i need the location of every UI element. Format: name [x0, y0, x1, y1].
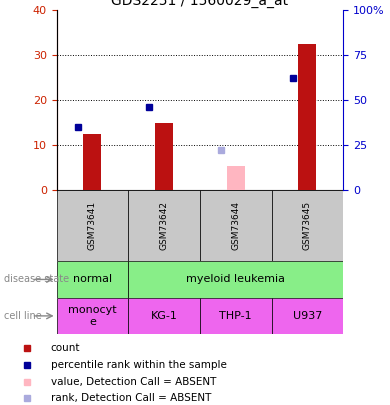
Text: GSM73642: GSM73642	[160, 201, 168, 250]
Text: value, Detection Call = ABSENT: value, Detection Call = ABSENT	[51, 377, 216, 387]
Bar	[57, 190, 128, 261]
Bar	[57, 261, 128, 298]
Text: KG-1: KG-1	[151, 311, 177, 321]
Text: count: count	[51, 343, 80, 353]
Title: GDS2251 / 1560029_a_at: GDS2251 / 1560029_a_at	[111, 0, 289, 8]
Bar	[200, 190, 271, 261]
Text: GSM73644: GSM73644	[231, 201, 240, 250]
Bar	[298, 44, 316, 190]
Bar	[128, 298, 200, 334]
Text: percentile rank within the sample: percentile rank within the sample	[51, 360, 227, 370]
Text: U937: U937	[292, 311, 322, 321]
Bar	[128, 261, 343, 298]
Bar	[155, 123, 173, 190]
Text: THP-1: THP-1	[220, 311, 252, 321]
Text: GSM73645: GSM73645	[303, 201, 312, 250]
Text: disease state: disease state	[4, 275, 69, 284]
Text: myeloid leukemia: myeloid leukemia	[186, 275, 285, 284]
Text: normal: normal	[73, 275, 112, 284]
Bar	[271, 298, 343, 334]
Text: monocyt
e: monocyt e	[68, 305, 117, 327]
Text: GSM73641: GSM73641	[88, 201, 97, 250]
Bar	[83, 134, 101, 190]
Bar	[227, 166, 245, 190]
Bar	[128, 190, 200, 261]
Text: rank, Detection Call = ABSENT: rank, Detection Call = ABSENT	[51, 393, 211, 403]
Bar	[200, 298, 271, 334]
Text: cell line: cell line	[4, 311, 42, 321]
Bar	[271, 190, 343, 261]
Bar	[57, 298, 128, 334]
